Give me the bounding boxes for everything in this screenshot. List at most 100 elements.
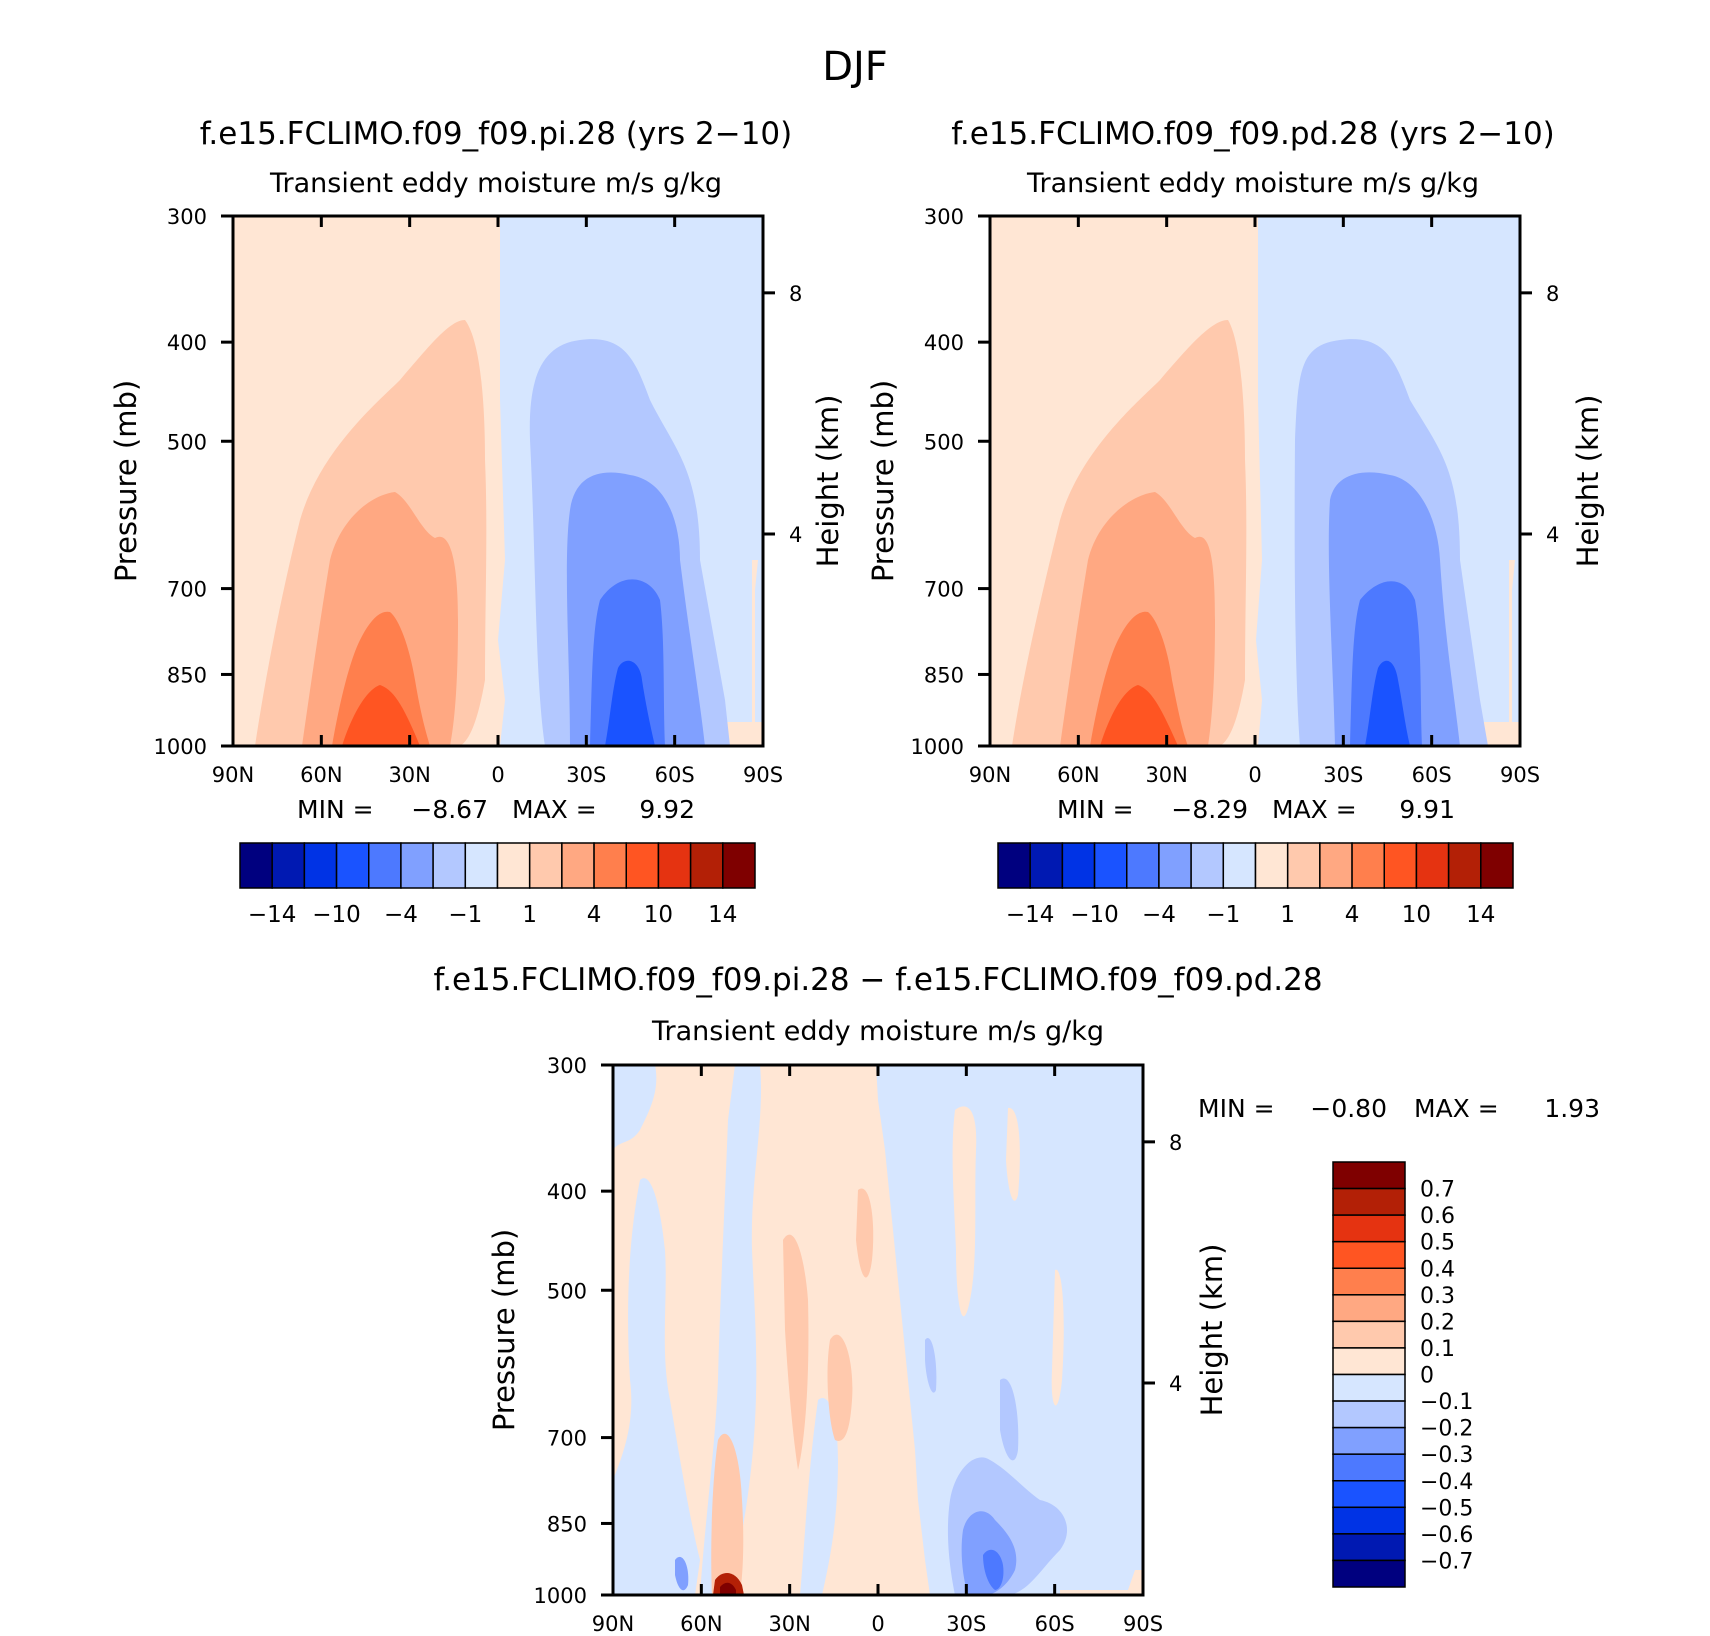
- panel-diff-ytick-label: 300: [547, 1054, 587, 1078]
- panel-diff-colorbar-label: 0.5: [1420, 1231, 1455, 1256]
- panel-diff-colorbar-box: [1332, 1214, 1406, 1243]
- panel-diff-colorbar-label: 0.1: [1420, 1337, 1455, 1362]
- panel-pd-ytick-label: 1000: [911, 735, 964, 759]
- panel-pd-colorbar-box: [1061, 842, 1096, 889]
- panel-pi-colorbar-box: [722, 842, 756, 889]
- panel-pd-colorbar-label: −14: [1006, 902, 1055, 928]
- panel-diff-colorbar-box: [1332, 1506, 1406, 1535]
- panel-pi-colorbar-label: 4: [587, 902, 602, 928]
- panel-pi-xtick-label: 30S: [566, 763, 606, 787]
- panel-pi-ytick-label: 500: [167, 430, 207, 454]
- figure-title: DJF: [822, 44, 888, 90]
- panel-pd-xtick-label: 60S: [1412, 763, 1452, 787]
- panel-diff-colorbar-label: −0.4: [1420, 1470, 1473, 1495]
- panel-pi-colorbar: [239, 842, 756, 889]
- panel-pd-colorbar-box: [1126, 842, 1160, 889]
- panel-pd-title: f.e15.FCLIMO.f09_f09.pd.28 (yrs 2−10): [951, 116, 1555, 152]
- panel-diff-region-neg-west1: [613, 1065, 657, 1150]
- panel-pd-colorbar-box: [1093, 842, 1128, 889]
- panel-diff-region-pos-west3: [783, 1234, 809, 1470]
- panel-pi-xtick-label: 60N: [300, 763, 342, 787]
- panel-diff-ylabel: Pressure (mb): [487, 1229, 521, 1431]
- panel-diff-ytick-label: 850: [547, 1512, 587, 1536]
- panel-pi-colorbar-box: [432, 842, 467, 889]
- panel-pd-colorbar-box: [1415, 842, 1450, 889]
- panel-diff-xtick-label: 0: [871, 1612, 884, 1636]
- panel-pi-colorbar-box: [528, 842, 563, 889]
- panel-pi-colorbar-label: 10: [644, 902, 673, 928]
- panel-pd-min-label: MIN =: [1057, 795, 1134, 824]
- panel-pi-max-value: 9.92: [639, 795, 695, 824]
- panel-pd-colorbar-box: [1351, 842, 1385, 889]
- panel-diff-xtick-label: 90N: [592, 1612, 634, 1636]
- panel-diff-colorbar-box: [1332, 1161, 1406, 1190]
- panel-diff-xticks: 90N 60N 30N 0 30S 60S 90S: [592, 1065, 1163, 1636]
- panel-diff-region-pos-strong-core: [720, 1582, 736, 1595]
- panel-pi-max-label: MAX =: [512, 795, 597, 824]
- panel-pi-y2tick-label: 4: [789, 523, 802, 547]
- panel-pd-colorbar-box: [1480, 842, 1514, 889]
- panel-pi-xtick-label: 60S: [655, 763, 695, 787]
- panel-diff-region-pos-east1: [952, 1106, 977, 1317]
- panel-pd-colorbar-box: [997, 842, 1031, 889]
- panel-pd-colorbar-box: [1286, 842, 1321, 889]
- panel-diff-colorbar-box: [1332, 1347, 1406, 1376]
- panel-pi-subtitle: Transient eddy moisture m/s g/kg: [269, 168, 722, 199]
- panel-pd-xtick-label: 30N: [1145, 763, 1187, 787]
- panel-pd-xtick-label: 30S: [1323, 763, 1363, 787]
- panel-diff-ytick-label: 1000: [534, 1584, 587, 1608]
- panel-pd-ytick-label: 300: [924, 205, 964, 229]
- panel-pd-plot: [990, 216, 1520, 746]
- panel-pd-max-label: MAX =: [1272, 795, 1357, 824]
- panel-diff-xtick-label: 60S: [1035, 1612, 1075, 1636]
- panel-diff-region-neg6-east: [983, 1549, 1004, 1590]
- panel-diff-colorbar-box: [1332, 1480, 1406, 1509]
- panel-diff-colorbar-label: −0.5: [1420, 1496, 1473, 1521]
- panel-diff-colorbar: [1332, 1161, 1406, 1588]
- panel-diff-colorbar-box: [1332, 1533, 1406, 1562]
- panel-diff-plot: [613, 1065, 1143, 1595]
- panel-diff-ytick-label: 400: [547, 1180, 587, 1204]
- panel-diff-colorbar-label: −0.7: [1420, 1549, 1473, 1574]
- panel-diff-region-neg-west4: [800, 1398, 838, 1595]
- panel-pi-colorbar-box: [657, 842, 692, 889]
- panel-pd-xtick-label: 0: [1248, 763, 1261, 787]
- panel-pi-region-pos8: [342, 685, 420, 746]
- panel-pi-colorbar-box: [303, 842, 338, 889]
- panel-pi-colorbar-labels: −14 −10 −4 −1 1 4 10 14: [248, 902, 738, 928]
- panel-diff-colorbar-label: −0.1: [1420, 1390, 1473, 1415]
- panel-pi-min-value: −8.67: [411, 795, 488, 824]
- panel-diff-region-pos-west2: [827, 1334, 853, 1441]
- panel-pd-xtick-label: 60N: [1057, 763, 1099, 787]
- panel-pd-yticks: 300 400 500 700 850 1000: [911, 205, 990, 759]
- panel-pd-colorbar-label: 14: [1466, 902, 1495, 928]
- panel-pd-region-pos8: [1100, 685, 1178, 746]
- panel-pi-min-label: MIN =: [297, 795, 374, 824]
- panel-pi-y2ticks: 84: [763, 282, 802, 547]
- panel-diff-colorbar-box: [1332, 1426, 1406, 1455]
- panel-diff-colorbar-label: 0: [1420, 1364, 1434, 1389]
- panel-pd-colorbar-label: 4: [1345, 902, 1360, 928]
- panel-pi-colorbar-box: [593, 842, 627, 889]
- panel-pd-colorbar-label: −4: [1142, 902, 1176, 928]
- panel-pi-xtick-label: 90N: [212, 763, 254, 787]
- panel-diff-colorbar-label: 0.2: [1420, 1310, 1455, 1335]
- panel-diff-region-pos-east2: [1006, 1107, 1020, 1201]
- panel-pd-colorbar-label: −1: [1206, 902, 1240, 928]
- panel-diff-region-neg-west3: [613, 1178, 700, 1595]
- panel-diff: f.e15.FCLIMO.f09_f09.pi.28 − f.e15.FCLIM…: [433, 962, 1600, 1636]
- panel-pd-ytick-label: 500: [924, 430, 964, 454]
- panel-pi-colorbar-box: [464, 842, 499, 889]
- panel-pi-colorbar-label: 14: [708, 902, 737, 928]
- panel-pd-colorbar-box: [1254, 842, 1289, 889]
- panel-pi-ylabel: Pressure (mb): [109, 380, 143, 582]
- panel-pd-y2tick-label: 4: [1546, 523, 1559, 547]
- panel-pd-colorbar-labels: −14 −10 −4 −1 1 4 10 14: [1006, 902, 1496, 928]
- panel-pd-y2ticks: 84: [1520, 282, 1559, 547]
- panel-diff-colorbar-label: 0.6: [1420, 1204, 1455, 1229]
- panel-pi-ytick-label: 1000: [154, 735, 207, 759]
- panel-pd-ytick-label: 700: [924, 578, 964, 602]
- panel-pd-y2tick-label: 8: [1546, 282, 1559, 306]
- panel-pd-xtick-label: 90N: [969, 763, 1011, 787]
